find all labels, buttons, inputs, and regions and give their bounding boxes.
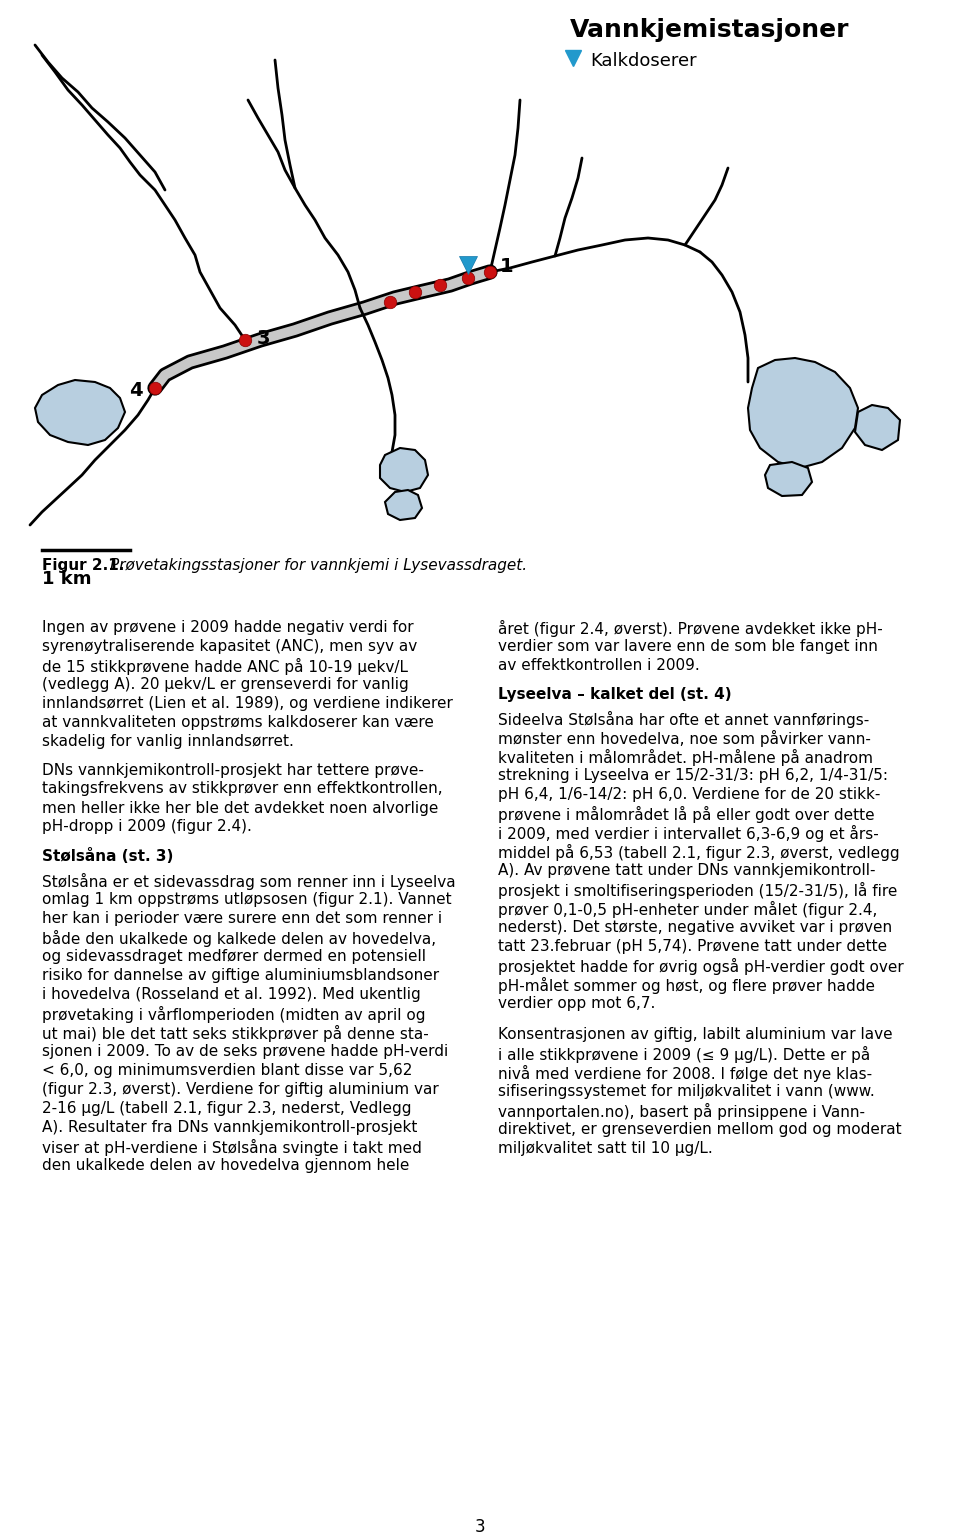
Text: Lyseelva – kalket del (st. 4): Lyseelva – kalket del (st. 4) <box>498 686 732 702</box>
Text: prøver 0,1-0,5 pH-enheter under målet (figur 2.4,: prøver 0,1-0,5 pH-enheter under målet (f… <box>498 901 877 918</box>
Text: Vannkjemistasjoner: Vannkjemistasjoner <box>570 18 850 41</box>
Text: takingsfrekvens av stikkprøver enn effektkontrollen,: takingsfrekvens av stikkprøver enn effek… <box>42 781 443 797</box>
Text: 3: 3 <box>474 1518 486 1532</box>
Text: 2-16 µg/L (tabell 2.1, figur 2.3, nederst, Vedlegg: 2-16 µg/L (tabell 2.1, figur 2.3, neders… <box>42 1100 412 1115</box>
Text: her kan i perioder være surere enn det som renner i: her kan i perioder være surere enn det s… <box>42 910 443 925</box>
Text: Konsentrasjonen av giftig, labilt aluminium var lave: Konsentrasjonen av giftig, labilt alumin… <box>498 1026 893 1042</box>
Text: viser at pH-verdiene i Stølsåna svingte i takt med: viser at pH-verdiene i Stølsåna svingte … <box>42 1138 421 1155</box>
Text: A). Av prøvene tatt under DNs vannkjemikontroll-: A). Av prøvene tatt under DNs vannkjemik… <box>498 863 876 878</box>
Text: (vedlegg A). 20 µekv/L er grenseverdi for vanlig: (vedlegg A). 20 µekv/L er grenseverdi fo… <box>42 677 409 692</box>
Text: syrenøytraliserende kapasitet (ANC), men syv av: syrenøytraliserende kapasitet (ANC), men… <box>42 639 418 654</box>
Text: middel på 6,53 (tabell 2.1, figur 2.3, øverst, vedlegg: middel på 6,53 (tabell 2.1, figur 2.3, ø… <box>498 844 900 861</box>
Text: ut mai) ble det tatt seks stikkprøver på denne sta-: ut mai) ble det tatt seks stikkprøver på… <box>42 1025 429 1042</box>
Text: den ukalkede delen av hovedelva gjennom hele: den ukalkede delen av hovedelva gjennom … <box>42 1158 409 1172</box>
Text: (figur 2.3, øverst). Verdiene for giftig aluminium var: (figur 2.3, øverst). Verdiene for giftig… <box>42 1082 439 1097</box>
Text: strekning i Lyseelva er 15/2-31/3: pH 6,2, 1/4-31/5:: strekning i Lyseelva er 15/2-31/3: pH 6,… <box>498 768 888 783</box>
Text: 3: 3 <box>257 328 271 348</box>
Text: 4: 4 <box>130 380 143 400</box>
Text: Figur 2.1.: Figur 2.1. <box>42 558 130 573</box>
Text: Ingen av prøvene i 2009 hadde negativ verdi for: Ingen av prøvene i 2009 hadde negativ ve… <box>42 620 414 634</box>
Text: sifiseringssystemet for miljøkvalitet i vann (www.: sifiseringssystemet for miljøkvalitet i … <box>498 1083 875 1098</box>
Text: pH-målet sommer og høst, og flere prøver hadde: pH-målet sommer og høst, og flere prøver… <box>498 977 875 994</box>
Text: skadelig for vanlig innlandsørret.: skadelig for vanlig innlandsørret. <box>42 734 294 749</box>
Text: sjonen i 2009. To av de seks prøvene hadde pH-verdi: sjonen i 2009. To av de seks prøvene had… <box>42 1043 448 1059</box>
Text: prosjektet hadde for øvrig også pH-verdier godt over: prosjektet hadde for øvrig også pH-verdi… <box>498 958 903 976</box>
Polygon shape <box>35 380 125 444</box>
Text: miljøkvalitet satt til 10 µg/L.: miljøkvalitet satt til 10 µg/L. <box>498 1141 712 1155</box>
Text: i 2009, med verdier i intervallet 6,3-6,9 og et års-: i 2009, med verdier i intervallet 6,3-6,… <box>498 826 878 843</box>
Text: Stølsåna er et sidevassdrag som renner inn i Lyseelva: Stølsåna er et sidevassdrag som renner i… <box>42 873 456 890</box>
Text: de 15 stikkprøvene hadde ANC på 10-19 µekv/L: de 15 stikkprøvene hadde ANC på 10-19 µe… <box>42 659 408 676</box>
Text: prosjekt i smoltifiseringsperioden (15/2-31/5), lå fire: prosjekt i smoltifiseringsperioden (15/2… <box>498 882 898 899</box>
Polygon shape <box>380 447 428 492</box>
Text: Stølsåna (st. 3): Stølsåna (st. 3) <box>42 849 174 864</box>
Text: pH-dropp i 2009 (figur 2.4).: pH-dropp i 2009 (figur 2.4). <box>42 820 252 835</box>
Text: direktivet, er grenseverdien mellom god og moderat: direktivet, er grenseverdien mellom god … <box>498 1121 901 1137</box>
Text: at vannkvaliteten oppstrøms kalkdoserer kan være: at vannkvaliteten oppstrøms kalkdoserer … <box>42 715 434 731</box>
Text: året (figur 2.4, øverst). Prøvene avdekket ikke pH-: året (figur 2.4, øverst). Prøvene avdekk… <box>498 620 883 637</box>
Text: vannportalen.no), basert på prinsippene i Vann-: vannportalen.no), basert på prinsippene … <box>498 1103 865 1120</box>
Polygon shape <box>385 490 422 519</box>
Text: tatt 23.februar (pH 5,74). Prøvene tatt under dette: tatt 23.februar (pH 5,74). Prøvene tatt … <box>498 939 887 954</box>
Text: 1 km: 1 km <box>42 570 91 588</box>
Text: omlag 1 km oppstrøms utløpsosen (figur 2.1). Vannet: omlag 1 km oppstrøms utløpsosen (figur 2… <box>42 892 451 907</box>
Text: risiko for dannelse av giftige aluminiumsblandsoner: risiko for dannelse av giftige aluminium… <box>42 968 439 982</box>
Text: prøvene i målområdet lå på eller godt over dette: prøvene i målområdet lå på eller godt ov… <box>498 806 875 823</box>
Polygon shape <box>855 404 900 450</box>
Text: verdier som var lavere enn de som ble fanget inn: verdier som var lavere enn de som ble fa… <box>498 639 877 654</box>
Text: men heller ikke her ble det avdekket noen alvorlige: men heller ikke her ble det avdekket noe… <box>42 801 439 815</box>
Text: mønster enn hovedelva, noe som påvirker vann-: mønster enn hovedelva, noe som påvirker … <box>498 731 871 748</box>
Text: pH 6,4, 1/6-14/2: pH 6,0. Verdiene for de 20 stikk-: pH 6,4, 1/6-14/2: pH 6,0. Verdiene for d… <box>498 787 880 803</box>
Text: i alle stikkprøvene i 2009 (≤ 9 µg/L). Dette er på: i alle stikkprøvene i 2009 (≤ 9 µg/L). D… <box>498 1046 871 1063</box>
Text: A). Resultater fra DNs vannkjemikontroll-prosjekt: A). Resultater fra DNs vannkjemikontroll… <box>42 1120 418 1135</box>
Text: DNs vannkjemikontroll-prosjekt har tettere prøve-: DNs vannkjemikontroll-prosjekt har tette… <box>42 763 424 778</box>
Text: < 6,0, og minimumsverdien blant disse var 5,62: < 6,0, og minimumsverdien blant disse va… <box>42 1063 413 1077</box>
Text: 1: 1 <box>500 256 514 276</box>
Text: Sideelva Stølsåna har ofte et annet vannførings-: Sideelva Stølsåna har ofte et annet vann… <box>498 711 869 728</box>
Text: kvaliteten i målområdet. pH-målene på anadrom: kvaliteten i målområdet. pH-målene på an… <box>498 749 873 766</box>
Text: prøvetaking i vårflomperioden (midten av april og: prøvetaking i vårflomperioden (midten av… <box>42 1005 425 1023</box>
Polygon shape <box>765 463 812 496</box>
Text: nivå med verdiene for 2008. I følge det nye klas-: nivå med verdiene for 2008. I følge det … <box>498 1065 872 1082</box>
Text: verdier opp mot 6,7.: verdier opp mot 6,7. <box>498 996 656 1011</box>
Text: både den ukalkede og kalkede delen av hovedelva,: både den ukalkede og kalkede delen av ho… <box>42 930 436 947</box>
Text: Prøvetakingsstasjoner for vannkjemi i Lysevassdraget.: Prøvetakingsstasjoner for vannkjemi i Ly… <box>110 558 527 573</box>
Text: og sidevassdraget medfører dermed en potensiell: og sidevassdraget medfører dermed en pot… <box>42 948 426 964</box>
Text: Kalkdoserer: Kalkdoserer <box>590 52 697 70</box>
Text: innlandsørret (Lien et al. 1989), og verdiene indikerer: innlandsørret (Lien et al. 1989), og ver… <box>42 696 453 711</box>
Text: nederst). Det største, negative avviket var i prøven: nederst). Det største, negative avviket … <box>498 921 892 935</box>
Polygon shape <box>748 358 858 467</box>
Text: i hovedelva (Rosseland et al. 1992). Med ukentlig: i hovedelva (Rosseland et al. 1992). Med… <box>42 987 420 1002</box>
Text: av effektkontrollen i 2009.: av effektkontrollen i 2009. <box>498 659 700 673</box>
